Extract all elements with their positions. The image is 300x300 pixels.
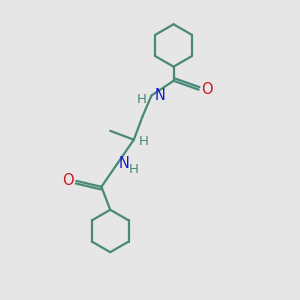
Text: H: H — [139, 135, 149, 148]
Text: H: H — [136, 93, 146, 106]
Text: H: H — [129, 163, 139, 176]
Text: N: N — [155, 88, 166, 103]
Text: O: O — [62, 173, 74, 188]
Text: O: O — [201, 82, 213, 97]
Text: N: N — [119, 156, 130, 171]
